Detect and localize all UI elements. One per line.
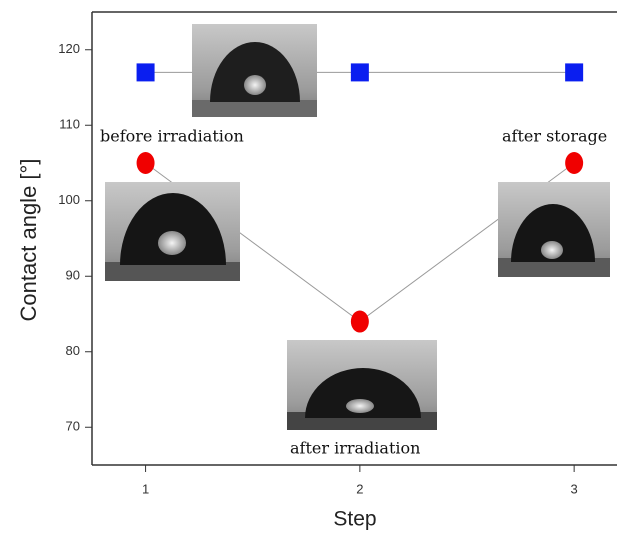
annotation: before irradiation — [100, 127, 244, 146]
droplet-image — [498, 182, 610, 277]
y-tick-label: 100 — [58, 192, 80, 207]
marker — [136, 152, 155, 174]
y-tick-label: 120 — [58, 41, 80, 56]
marker — [350, 63, 369, 82]
droplet-image — [192, 24, 317, 117]
x-axis-label: Step — [333, 508, 376, 531]
y-axis-label: Contact angle [°] — [16, 159, 41, 322]
x-tick-label: 3 — [571, 481, 578, 496]
marker — [350, 310, 369, 333]
axes: 70 80 90 100 110 120 1 2 3 — [58, 11, 617, 496]
droplet-images — [105, 24, 610, 430]
droplet-image — [105, 182, 240, 281]
x-tick-label: 2 — [356, 481, 363, 496]
marker — [136, 63, 155, 82]
y-tick-label: 110 — [59, 117, 80, 132]
y-tick-label: 80 — [66, 343, 80, 358]
marker — [565, 152, 584, 174]
y-tick-label: 90 — [66, 268, 80, 283]
marker — [565, 63, 584, 82]
annotation: after irradiation — [290, 439, 420, 458]
annotation: after storage — [502, 127, 607, 146]
x-tick-label: 1 — [142, 481, 149, 496]
droplet-image — [287, 340, 437, 430]
y-tick-label: 70 — [66, 419, 80, 434]
marks-layer — [136, 63, 584, 333]
